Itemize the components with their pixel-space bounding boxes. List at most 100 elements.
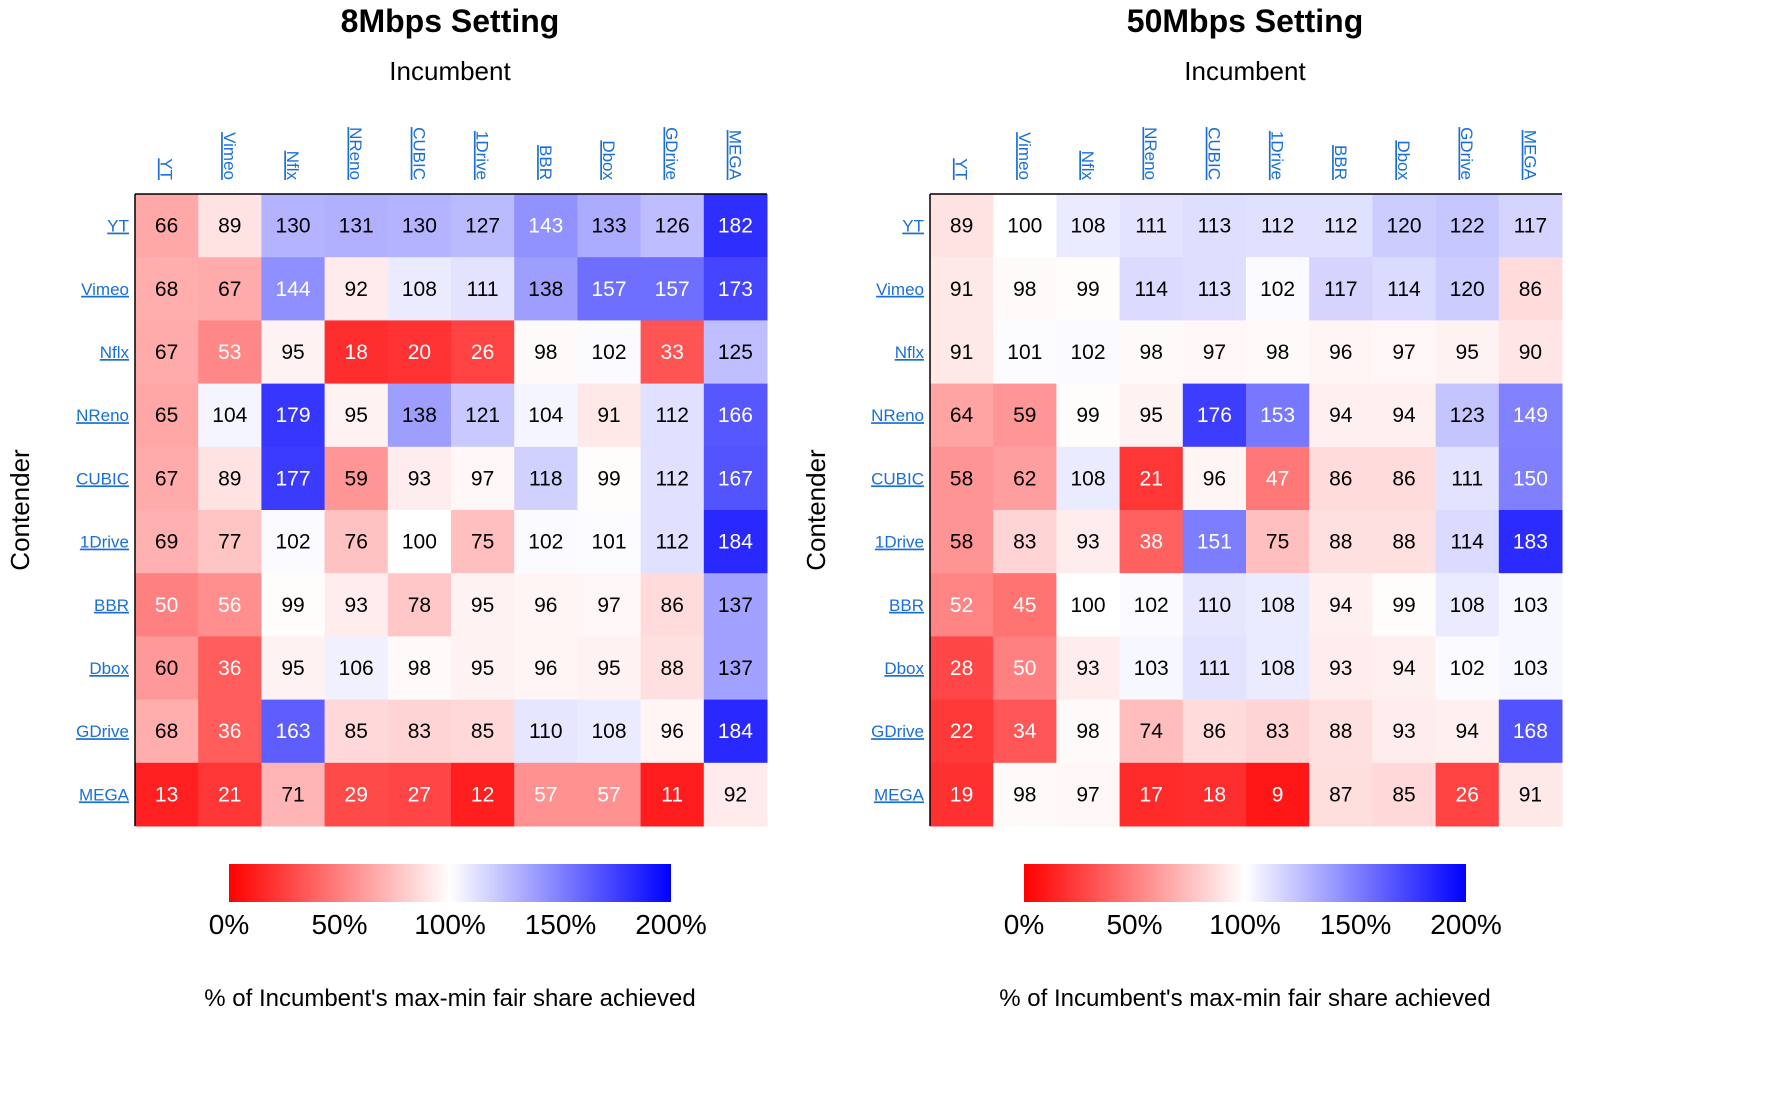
- x-tick-label[interactable]: CUBIC: [1204, 127, 1223, 180]
- cell-value-label: 93: [408, 467, 431, 490]
- cell-value-label: 117: [1514, 215, 1547, 238]
- cell-value-label: 56: [218, 594, 241, 617]
- heatmap-cell: [198, 636, 262, 701]
- cell-value-label: 67: [155, 341, 178, 364]
- x-tick-label[interactable]: Dbox: [599, 140, 618, 180]
- heatmap-cell: [514, 510, 578, 574]
- x-tick-label[interactable]: Dbox: [1394, 140, 1413, 180]
- cell-value-label: 108: [1260, 657, 1295, 680]
- cell-value-label: 75: [471, 531, 494, 554]
- cell-value-label: 137: [718, 657, 753, 680]
- heatmap-cell: [1246, 636, 1310, 701]
- y-tick-label[interactable]: MEGA: [874, 785, 925, 804]
- cell-value-label: 58: [950, 531, 973, 554]
- y-tick-label[interactable]: GDrive: [871, 722, 924, 741]
- cell-value-label: 53: [218, 341, 241, 364]
- cell-value-label: 29: [345, 783, 368, 806]
- y-axis-title: Contender: [5, 449, 35, 571]
- cell-value-label: 138: [528, 278, 563, 301]
- heatmap-cell: [1246, 699, 1310, 764]
- x-tick-label[interactable]: MEGA: [1520, 130, 1539, 181]
- x-tick-label[interactable]: Vimeo: [1015, 132, 1034, 180]
- y-tick-label[interactable]: Dbox: [884, 659, 924, 678]
- cell-value-label: 17: [1140, 783, 1163, 806]
- x-tick-label[interactable]: NReno: [346, 127, 365, 180]
- heatmap-cell: [1309, 194, 1373, 258]
- cell-value-label: 88: [1392, 531, 1415, 554]
- y-tick-label[interactable]: YT: [902, 217, 924, 236]
- x-tick-label[interactable]: BBR: [1331, 145, 1350, 180]
- y-tick-label[interactable]: MEGA: [79, 785, 130, 804]
- heatmap-cell: [1498, 573, 1563, 637]
- x-tick-label[interactable]: YT: [952, 158, 971, 180]
- x-tick-label[interactable]: GDrive: [662, 127, 681, 180]
- y-tick-label[interactable]: BBR: [889, 596, 924, 615]
- heatmap-cell: [993, 257, 1057, 321]
- y-tick-label[interactable]: YT: [107, 217, 129, 236]
- heatmap-cell: [1498, 510, 1563, 574]
- cell-value-label: 108: [1450, 594, 1485, 617]
- heatmap-cell: [1246, 446, 1310, 511]
- y-tick-label[interactable]: NReno: [871, 406, 924, 425]
- heatmap-cell: [1119, 383, 1184, 448]
- cell-value-label: 83: [1266, 720, 1289, 743]
- cell-value-label: 127: [465, 215, 500, 238]
- cell-value-label: 130: [275, 215, 310, 238]
- cell-value-label: 149: [1513, 404, 1548, 427]
- cell-value-label: 28: [950, 657, 973, 680]
- y-tick-label[interactable]: 1Drive: [80, 533, 129, 552]
- heatmap-cell: [1182, 510, 1247, 574]
- y-tick-label[interactable]: Vimeo: [81, 280, 129, 299]
- y-tick-label[interactable]: BBR: [94, 596, 129, 615]
- heatmap-cell: [198, 383, 262, 448]
- x-tick-label[interactable]: CUBIC: [409, 127, 428, 180]
- y-tick-label[interactable]: Vimeo: [876, 280, 924, 299]
- x-tick-label[interactable]: Nflx: [283, 151, 302, 181]
- x-tick-label[interactable]: YT: [157, 158, 176, 180]
- colorbar-label: % of Incumbent's max-min fair share achi…: [999, 985, 1490, 1012]
- heatmap-cell: [1372, 762, 1437, 827]
- x-tick-label[interactable]: BBR: [536, 145, 555, 180]
- x-tick-label[interactable]: MEGA: [725, 130, 744, 181]
- heatmap-cell: [993, 446, 1057, 511]
- heatmap-cell: [198, 699, 262, 764]
- cell-value-label: 88: [1329, 531, 1352, 554]
- x-tick-label[interactable]: NReno: [1141, 127, 1160, 180]
- cell-value-label: 65: [155, 404, 178, 427]
- cell-value-label: 114: [1387, 278, 1421, 301]
- x-tick-label[interactable]: 1Drive: [473, 131, 492, 180]
- cell-value-label: 91: [950, 341, 973, 364]
- x-tick-label[interactable]: Nflx: [1078, 151, 1097, 181]
- cell-value-label: 96: [661, 720, 684, 743]
- x-tick-label[interactable]: 1Drive: [1268, 131, 1287, 180]
- heatmap-cell: [1056, 257, 1121, 321]
- y-tick-label[interactable]: NReno: [76, 406, 129, 425]
- cell-value-label: 102: [591, 341, 626, 364]
- x-tick-label[interactable]: GDrive: [1457, 127, 1476, 180]
- cell-value-label: 184: [718, 531, 753, 554]
- heatmap-cell: [703, 446, 768, 511]
- cell-value-label: 182: [718, 215, 753, 238]
- heatmap-cell: [1182, 573, 1247, 637]
- y-tick-label[interactable]: Nflx: [100, 343, 130, 362]
- cell-value-label: 112: [655, 467, 688, 490]
- cell-value-label: 94: [1456, 720, 1480, 743]
- cell-value-label: 100: [1007, 215, 1042, 238]
- cell-value-label: 99: [1076, 278, 1099, 301]
- heatmap-cell: [1119, 762, 1184, 827]
- y-tick-label[interactable]: GDrive: [76, 722, 129, 741]
- y-tick-label[interactable]: CUBIC: [76, 469, 129, 488]
- y-tick-label[interactable]: 1Drive: [875, 533, 924, 552]
- cell-value-label: 98: [1140, 341, 1163, 364]
- heatmap-cell: [261, 762, 326, 827]
- cell-value-label: 33: [661, 341, 684, 364]
- y-tick-label[interactable]: Nflx: [895, 343, 925, 362]
- y-tick-label[interactable]: CUBIC: [871, 469, 924, 488]
- heatmap-cell: [261, 573, 326, 637]
- y-tick-label[interactable]: Dbox: [89, 659, 129, 678]
- x-tick-label[interactable]: Vimeo: [220, 132, 239, 180]
- heatmap-cell: [640, 194, 705, 258]
- heatmap-cell: [198, 573, 262, 637]
- cell-value-label: 90: [1519, 341, 1542, 364]
- cell-value-label: 91: [950, 278, 973, 301]
